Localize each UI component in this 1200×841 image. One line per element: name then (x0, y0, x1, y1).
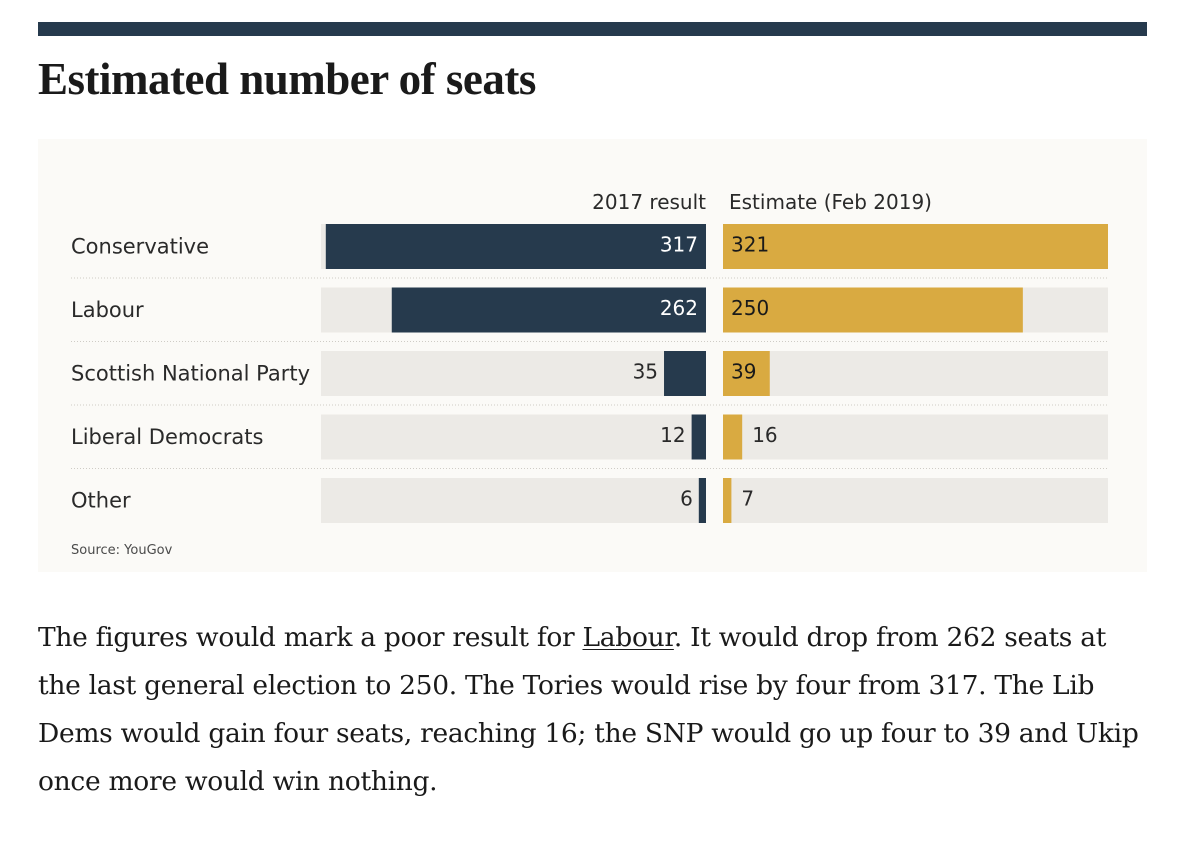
value-label-estimate: 250 (731, 296, 769, 320)
bar-2017 (664, 351, 706, 396)
bar-2017 (391, 287, 706, 333)
value-label-2017: 35 (633, 360, 658, 384)
value-label-estimate: 7 (741, 487, 754, 511)
chart-source: Source: YouGov (71, 543, 173, 558)
track-estimate (723, 351, 1108, 396)
value-label-2017: 262 (660, 296, 698, 320)
article-paragraph: The figures would mark a poor result for… (38, 614, 1153, 806)
category-label: Conservative (71, 235, 209, 259)
track-2017 (321, 414, 706, 460)
bar-estimate (723, 224, 1108, 269)
category-label: Liberal Democrats (71, 425, 263, 449)
bar-estimate (723, 478, 732, 523)
value-label-estimate: 321 (731, 233, 769, 257)
series-header-2017: 2017 result (592, 190, 706, 214)
value-label-estimate: 39 (731, 360, 756, 384)
bar-estimate (723, 351, 770, 396)
track-estimate (723, 414, 1108, 460)
bar-2017 (698, 478, 706, 523)
value-label-2017: 12 (660, 423, 685, 447)
category-label: Labour (71, 298, 144, 322)
chart-headline: Estimated number of seats (38, 54, 536, 104)
series-header-estimate: Estimate (Feb 2019) (729, 190, 932, 214)
bar-estimate (723, 287, 1023, 333)
track-estimate (723, 478, 1108, 523)
category-label: Other (71, 489, 131, 513)
top-rule (38, 22, 1147, 36)
bar-estimate (723, 414, 743, 460)
chart-panel: 2017 result Estimate (Feb 2019) Conservati… (38, 139, 1147, 572)
category-label: Scottish National Party (71, 362, 310, 386)
value-label-2017: 6 (680, 487, 693, 511)
paragraph-text-1: The figures would mark a poor result for (38, 622, 583, 653)
bar-2017 (691, 414, 706, 460)
paragraph-text-2: . It would drop from 262 seats at the la… (38, 622, 1139, 797)
value-label-2017: 317 (660, 233, 698, 257)
track-2017 (321, 478, 706, 523)
bar-2017 (325, 224, 706, 269)
seats-chart: 2017 result Estimate (Feb 2019) Conservati… (71, 190, 1108, 523)
labour-link[interactable]: Labour (582, 622, 675, 653)
value-label-estimate: 16 (752, 423, 777, 447)
track-2017 (321, 351, 706, 396)
